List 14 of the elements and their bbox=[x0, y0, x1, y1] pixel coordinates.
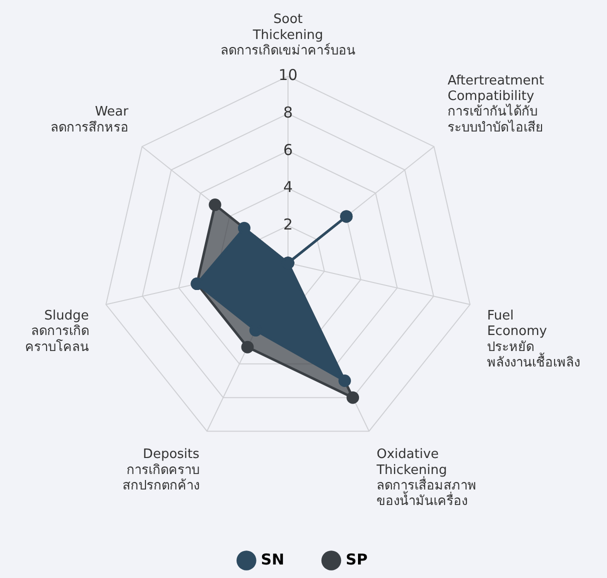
legend-label: SN bbox=[260, 550, 284, 568]
spoke-label: Deposits การเกิดคราบ สกปรกตกค้าง bbox=[122, 447, 200, 494]
legend-label: SP bbox=[346, 550, 368, 568]
y-tick-label: 2 bbox=[283, 216, 293, 234]
y-tick-label: 10 bbox=[278, 66, 298, 84]
spoke-label: Sludge ลดการเกิด คราบโคลน bbox=[24, 308, 89, 355]
spoke-label: Oxidative Thickening ลดการเสื่อมสภาพ ของน้ำมันเครื่อง bbox=[376, 447, 477, 509]
y-tick-label: 4 bbox=[283, 178, 293, 196]
spoke-label: Wear ลดการสึกหรอ bbox=[50, 104, 129, 136]
spoke-label: Aftertreatment Compatibility การเข้ากันได้กับ ระบบบำบัดไอเสีย bbox=[448, 73, 544, 136]
spoke-label: Soot Thickening ลดการเกิดเขม่าคาร์บอน bbox=[220, 12, 356, 58]
spoke-label: Fuel Economy ประหยัด พลังงานเชื้อเพลิง bbox=[487, 308, 580, 370]
y-tick-label: 6 bbox=[283, 140, 293, 159]
y-tick-label: 8 bbox=[283, 104, 293, 122]
